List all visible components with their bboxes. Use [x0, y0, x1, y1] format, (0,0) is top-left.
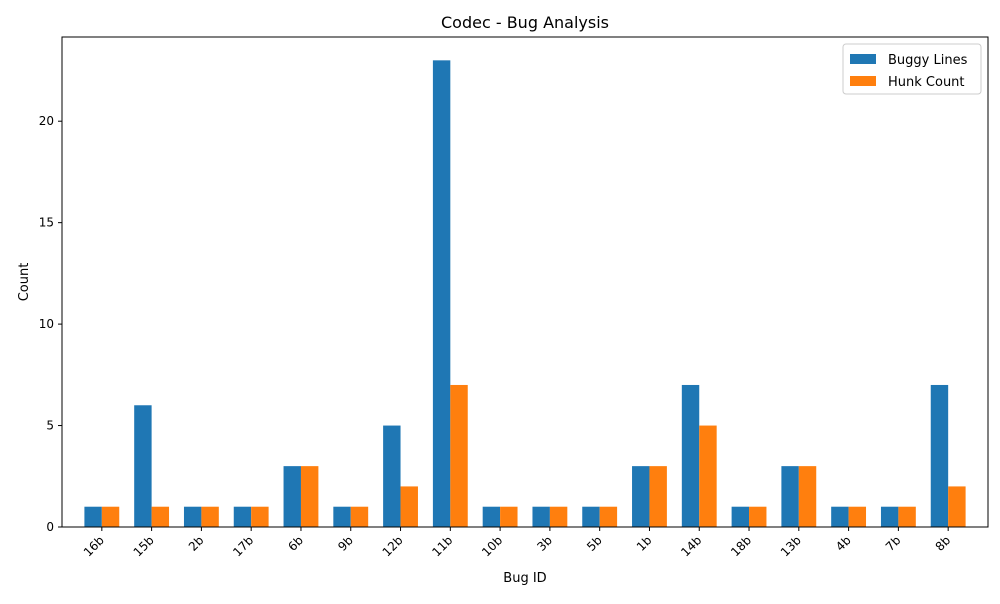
x-axis-label: Bug ID [503, 571, 546, 586]
x-tick-label: 10b [479, 533, 505, 559]
bar-hunk-count-5b [599, 506, 618, 527]
bar-buggy-lines-13b [781, 466, 799, 527]
bar-hunk-count-12b [400, 486, 418, 527]
legend-swatch [850, 76, 876, 86]
x-tick-label: 11b [429, 533, 455, 559]
bar-buggy-lines-11b [432, 60, 451, 527]
bar-hunk-count-6b [300, 466, 319, 527]
x-tick-label: 13b [778, 533, 804, 559]
x-tick-label: 1b [634, 533, 655, 554]
y-tick-label: 0 [46, 520, 54, 534]
bar-hunk-count-16b [101, 506, 120, 527]
y-tick-label: 10 [39, 317, 54, 331]
axes-layer: 0 5 10 15 20 16b 15b 2b 17b 6b 9b 12b 11b 10b 3b 5b 1b 14… [39, 36, 989, 559]
bar-buggy-lines-12b [383, 425, 401, 527]
bar-buggy-lines-2b [183, 506, 202, 527]
bar-buggy-lines-4b [831, 506, 849, 527]
bar-hunk-count-7b [898, 506, 916, 527]
x-tick-label: 12b [380, 533, 406, 559]
bar-hunk-count-9b [350, 506, 369, 527]
bar-hunk-count-8b [948, 486, 966, 527]
bar-buggy-lines-3b [532, 506, 550, 527]
x-tick-label: 2b [186, 533, 207, 554]
bar-hunk-count-4b [848, 506, 867, 527]
x-tick-label: 9b [335, 533, 356, 554]
y-tick-label: 20 [39, 114, 54, 128]
x-tick-label: 6b [285, 533, 306, 554]
legend: Buggy Lines Hunk Count [842, 43, 982, 95]
bar-hunk-count-15b [151, 506, 170, 527]
x-tick-label: 17b [230, 533, 256, 559]
bar-hunk-count-1b [649, 466, 667, 527]
x-tick-label: 14b [678, 533, 704, 559]
y-axis-label: Count [17, 263, 32, 302]
y-tick-label: 5 [46, 419, 54, 433]
x-tick-label: 4b [833, 533, 854, 554]
bar-hunk-count-17b [251, 506, 269, 527]
bar-hunk-count-14b [699, 425, 717, 527]
bar-buggy-lines-6b [283, 466, 301, 527]
x-tick-label: 3b [534, 533, 555, 554]
bar-hunk-count-11b [450, 384, 468, 527]
bar-hunk-count-10b [500, 506, 518, 527]
legend-label: Hunk Count [888, 75, 965, 90]
bar-buggy-lines-14b [681, 384, 700, 527]
bar-buggy-lines-8b [930, 384, 949, 527]
legend-label: Buggy Lines [888, 53, 968, 68]
bar-buggy-lines-1b [632, 466, 650, 527]
bar-buggy-lines-17b [233, 506, 252, 527]
bar-hunk-count-13b [798, 466, 817, 527]
bar-buggy-lines-15b [134, 405, 152, 527]
bar-hunk-count-2b [201, 506, 219, 527]
x-tick-label: 18b [728, 533, 754, 559]
bar-buggy-lines-10b [482, 506, 501, 527]
chart-title: Codec - Bug Analysis [441, 13, 609, 32]
y-tick-label: 15 [39, 216, 54, 230]
x-tick-label: 7b [883, 533, 904, 554]
bar-hunk-count-18b [749, 506, 767, 527]
legend-box [842, 43, 982, 95]
bar-buggy-lines-7b [880, 506, 899, 527]
bar-buggy-lines-18b [731, 506, 750, 527]
x-tick-label: 16b [81, 533, 107, 559]
x-tick-label: 8b [933, 533, 954, 554]
bar-buggy-lines-9b [333, 506, 351, 527]
bars-layer [84, 60, 966, 527]
legend-swatch [850, 54, 876, 64]
bar-hunk-count-3b [549, 506, 568, 527]
plot-frame [61, 36, 989, 528]
x-tick-label: 5b [584, 533, 605, 554]
x-tick-label: 15b [131, 533, 157, 559]
bar-buggy-lines-5b [582, 506, 600, 527]
bar-buggy-lines-16b [84, 506, 102, 527]
